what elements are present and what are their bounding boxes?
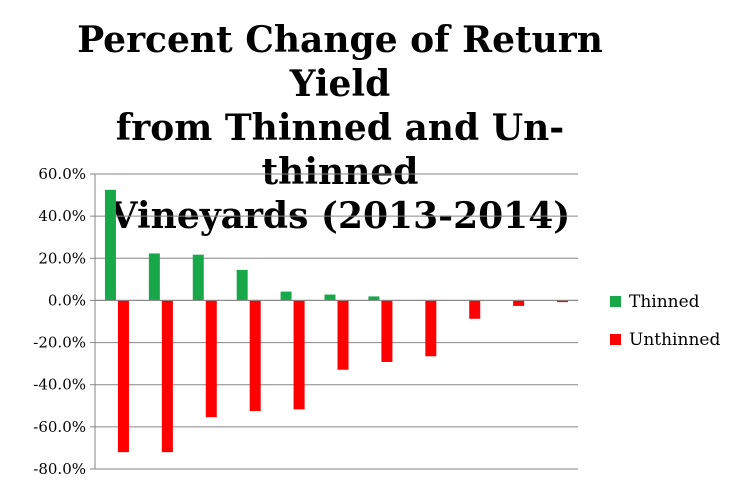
unthinned-bar: [293, 300, 305, 410]
y-tick-label: 40.0%: [38, 207, 86, 225]
thinned-bar: [368, 296, 380, 301]
bars: [104, 189, 569, 453]
unthinned-bar: [557, 300, 569, 303]
y-tick-label: 20.0%: [38, 249, 86, 267]
unthinned-bar: [381, 300, 393, 362]
y-tick-label: -80.0%: [33, 460, 86, 478]
thinned-bar: [104, 189, 116, 301]
legend-swatch-unthinned: [610, 334, 621, 345]
unthinned-bar: [161, 300, 173, 453]
unthinned-bar: [249, 300, 261, 412]
unthinned-bar: [205, 300, 217, 418]
axes: [94, 174, 578, 469]
y-tick-label: -20.0%: [33, 334, 86, 352]
chart-title-line-1: Percent Change of Return Yield: [77, 19, 603, 105]
thinned-bar: [280, 291, 292, 301]
thinned-bar: [324, 294, 336, 301]
unthinned-bar: [425, 300, 437, 357]
unthinned-bar: [469, 300, 481, 319]
thinned-bar: [192, 254, 204, 301]
y-tick-label: -60.0%: [33, 418, 86, 436]
thinned-bar: [148, 253, 160, 301]
legend-label-thinned: Thinned: [629, 292, 700, 312]
unthinned-bar: [117, 300, 129, 453]
thinned-bar: [236, 269, 248, 301]
legend-swatch-thinned: [610, 296, 621, 307]
unthinned-bar: [337, 300, 349, 370]
unthinned-bar: [513, 300, 525, 306]
y-tick-label: -40.0%: [33, 376, 86, 394]
y-axis-ticks: 60.0% 40.0% 20.0% 0.0% -20.0% -40.0% -60.0% -80…: [33, 165, 95, 478]
y-tick-label: 60.0%: [38, 165, 86, 183]
legend-label-unthinned: Unthinned: [629, 330, 720, 350]
legend: Thinned Unthinned: [610, 292, 720, 350]
chart-title-line-2: from Thinned and Un-thinned: [115, 107, 565, 193]
y-tick-label: 0.0%: [48, 291, 86, 309]
